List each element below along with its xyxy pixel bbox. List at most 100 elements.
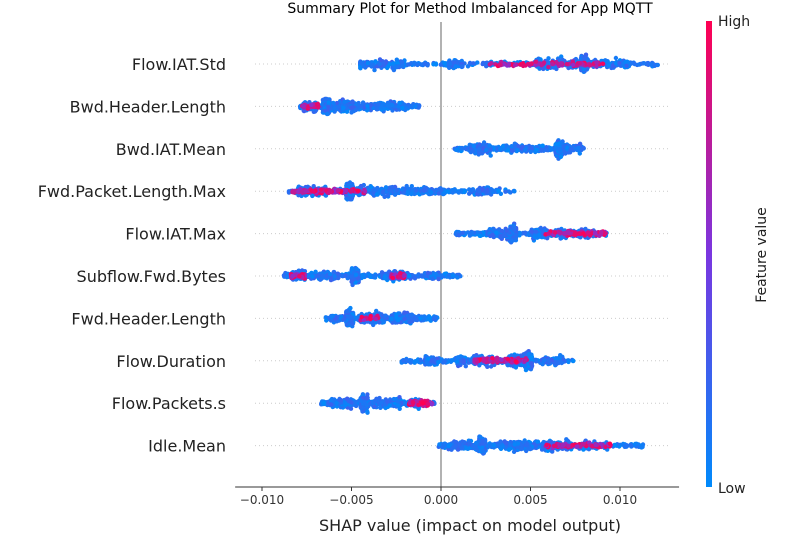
shap-point bbox=[382, 194, 387, 199]
shap-point bbox=[367, 273, 373, 278]
shap-point bbox=[605, 59, 610, 64]
shap-point bbox=[576, 145, 581, 150]
shap-point bbox=[332, 105, 337, 111]
shap-point bbox=[299, 189, 304, 194]
shap-point bbox=[431, 62, 436, 67]
shap-point bbox=[419, 62, 424, 67]
shap-point bbox=[377, 61, 382, 67]
shap-point bbox=[655, 62, 660, 68]
shap-point bbox=[409, 184, 414, 189]
shap-point bbox=[341, 105, 346, 111]
shap-point bbox=[365, 103, 370, 109]
shap-point bbox=[641, 61, 647, 66]
shap-point bbox=[318, 187, 324, 192]
shap-point bbox=[383, 185, 389, 190]
shap-point bbox=[538, 225, 543, 231]
shap-point bbox=[487, 143, 492, 148]
shap-point bbox=[581, 231, 586, 236]
shap-point bbox=[488, 153, 493, 158]
feature-points bbox=[358, 52, 660, 75]
shap-point bbox=[349, 188, 354, 193]
shap-point bbox=[453, 64, 458, 69]
shap-point bbox=[477, 233, 482, 238]
shap-point bbox=[309, 102, 314, 108]
shap-point bbox=[561, 144, 566, 149]
shap-point bbox=[353, 107, 359, 113]
shap-point bbox=[370, 62, 376, 68]
shap-point bbox=[582, 56, 587, 61]
shap-point bbox=[381, 61, 386, 66]
feature-points bbox=[281, 265, 463, 288]
grid-lines bbox=[255, 63, 670, 447]
shap-point bbox=[385, 103, 391, 108]
shap-point bbox=[558, 154, 564, 159]
shap-point bbox=[395, 187, 400, 193]
shap-point bbox=[606, 63, 611, 68]
shap-point bbox=[469, 230, 475, 236]
shap-point bbox=[421, 188, 427, 194]
shap-point bbox=[550, 61, 555, 67]
shap-point bbox=[392, 64, 398, 69]
shap-point bbox=[527, 61, 532, 67]
shap-point bbox=[599, 229, 604, 235]
shap-point bbox=[460, 230, 465, 236]
shap-point bbox=[467, 60, 473, 66]
shap-point bbox=[454, 147, 459, 152]
shap-point bbox=[570, 62, 576, 68]
shap-point bbox=[374, 192, 380, 197]
shap-point bbox=[512, 62, 518, 68]
shap-point bbox=[459, 64, 465, 69]
shap-point bbox=[373, 59, 378, 64]
shap-point bbox=[572, 232, 577, 237]
shap-point bbox=[587, 63, 593, 68]
shap-point bbox=[356, 188, 361, 193]
shap-point bbox=[480, 60, 486, 66]
shap-point bbox=[450, 273, 456, 278]
shap-point bbox=[499, 228, 505, 234]
shap-point bbox=[558, 231, 563, 236]
shap-point bbox=[512, 189, 517, 194]
feature-points bbox=[452, 138, 586, 161]
shap-point bbox=[534, 147, 539, 153]
shap-point bbox=[613, 55, 619, 61]
shap-point bbox=[540, 143, 545, 148]
shap-point bbox=[412, 276, 418, 281]
shap-point bbox=[439, 187, 444, 193]
shap-point bbox=[459, 145, 464, 151]
shap-point bbox=[389, 102, 395, 108]
shap-point bbox=[546, 231, 551, 236]
shap-point bbox=[490, 232, 495, 238]
shap-point bbox=[382, 106, 387, 111]
shap-point bbox=[496, 188, 501, 194]
shap-point bbox=[455, 275, 460, 280]
shap-point bbox=[452, 187, 457, 192]
shap-point bbox=[583, 52, 589, 57]
shap-point bbox=[358, 183, 364, 189]
shap-point bbox=[521, 63, 526, 69]
shap-point bbox=[558, 61, 564, 66]
shap-point bbox=[564, 61, 569, 67]
shap-point bbox=[404, 183, 409, 189]
shap-point bbox=[594, 60, 599, 65]
shap-point bbox=[326, 190, 331, 196]
shap-point bbox=[349, 110, 354, 115]
shap-point bbox=[301, 103, 306, 109]
shap-point bbox=[390, 184, 395, 190]
shap-point bbox=[553, 230, 558, 235]
shap-point bbox=[507, 230, 512, 236]
shap-point bbox=[385, 64, 391, 70]
shap-point bbox=[487, 62, 492, 67]
shap-point bbox=[506, 62, 512, 67]
shap-point bbox=[546, 56, 551, 61]
shap-point bbox=[470, 188, 475, 193]
feature-points bbox=[286, 180, 517, 202]
shap-point bbox=[557, 147, 562, 152]
shap-point bbox=[544, 147, 550, 153]
shap-point bbox=[488, 147, 493, 152]
shap-point bbox=[394, 57, 399, 62]
shap-point bbox=[480, 187, 485, 192]
shap-point bbox=[442, 61, 447, 66]
shap-point bbox=[510, 148, 515, 154]
